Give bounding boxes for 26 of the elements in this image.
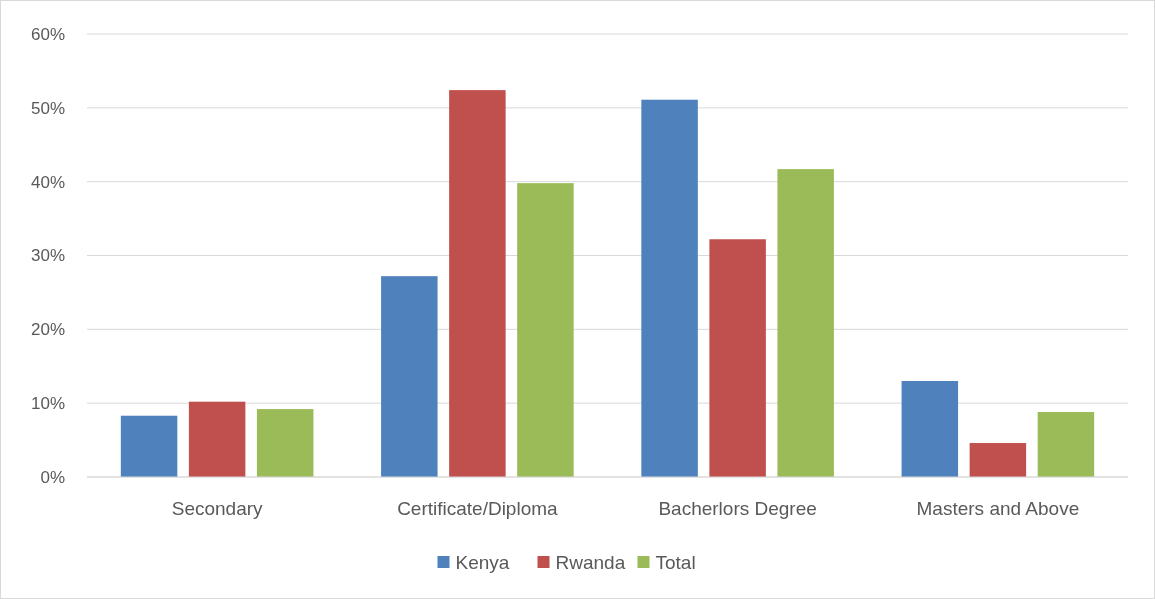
legend-label: Total [655,551,696,573]
bar [120,415,178,477]
bar [969,443,1027,477]
x-tick-label: Certificate/Diploma [397,498,559,519]
bar [188,401,246,477]
x-tick-label: Bacherlors Degree [658,498,817,519]
bar [449,90,506,477]
bar [901,381,959,477]
bar [1037,412,1095,477]
legend-label: Rwanda [555,551,626,573]
y-tick-label: 10% [30,394,65,414]
bar [777,169,834,477]
x-tick-label: Masters and Above [916,498,1080,519]
bar [517,183,574,477]
y-tick-label: 50% [30,98,65,118]
bar [709,239,766,477]
y-tick-label: 30% [30,246,65,266]
bar [641,99,698,477]
y-tick-label: 20% [30,320,65,340]
y-tick-label: 0% [40,467,65,487]
bar [381,276,438,477]
y-tick-label: 60% [30,24,65,44]
y-tick-label: 40% [30,172,65,192]
bar [256,409,314,477]
legend-label: Kenya [455,551,510,573]
x-tick-label: Secondary [171,498,264,519]
